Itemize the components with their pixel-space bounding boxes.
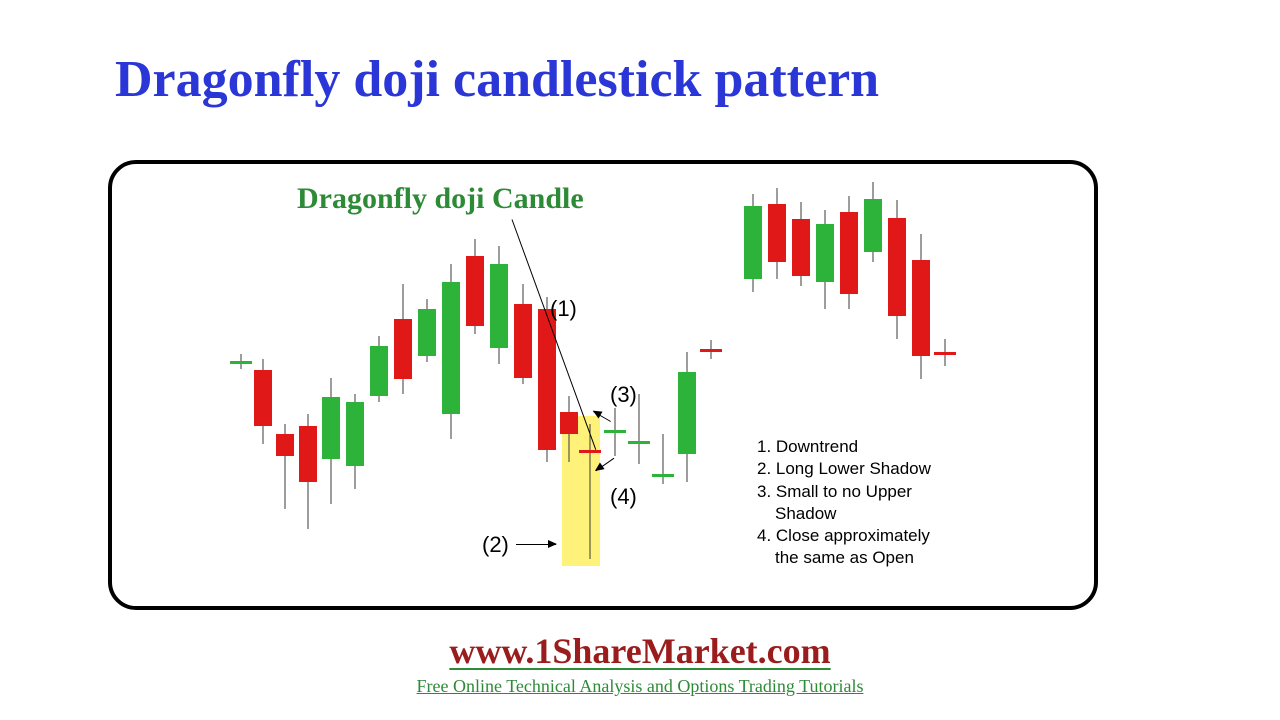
legend-item-4: 4. Close approximately xyxy=(757,525,931,546)
annotation-2: (2) xyxy=(482,532,509,558)
candle xyxy=(581,164,599,610)
candle xyxy=(299,164,317,610)
candle xyxy=(442,164,460,610)
candle xyxy=(232,164,250,610)
annotation-4: (4) xyxy=(610,484,637,510)
candlestick-chart: Dragonfly doji Candle (1) (3) (4) (2) 1.… xyxy=(112,164,1094,606)
candle xyxy=(394,164,412,610)
candle xyxy=(702,164,720,610)
legend-item-4b: the same as Open xyxy=(757,547,931,568)
arrow-2 xyxy=(516,544,556,545)
candle xyxy=(276,164,294,610)
candle xyxy=(346,164,364,610)
legend-item-3: 3. Small to no Upper xyxy=(757,481,931,502)
footer: www.1ShareMarket.com Free Online Technic… xyxy=(0,630,1280,697)
legend: 1. Downtrend 2. Long Lower Shadow 3. Sma… xyxy=(757,436,931,570)
candle xyxy=(370,164,388,610)
candle xyxy=(560,164,578,610)
candle xyxy=(418,164,436,610)
legend-item-3b: Shadow xyxy=(757,503,931,524)
chart-frame: Dragonfly doji Candle (1) (3) (4) (2) 1.… xyxy=(108,160,1098,610)
footer-tagline[interactable]: Free Online Technical Analysis and Optio… xyxy=(0,676,1280,697)
legend-item-1: 1. Downtrend xyxy=(757,436,931,457)
candle xyxy=(654,164,672,610)
annotation-3: (3) xyxy=(610,382,637,408)
legend-item-2: 2. Long Lower Shadow xyxy=(757,458,931,479)
candle xyxy=(254,164,272,610)
candle xyxy=(678,164,696,610)
annotation-1: (1) xyxy=(550,296,577,322)
candle xyxy=(322,164,340,610)
page-title: Dragonfly doji candlestick pattern xyxy=(115,50,879,109)
candle xyxy=(936,164,954,610)
footer-url[interactable]: www.1ShareMarket.com xyxy=(0,630,1280,672)
